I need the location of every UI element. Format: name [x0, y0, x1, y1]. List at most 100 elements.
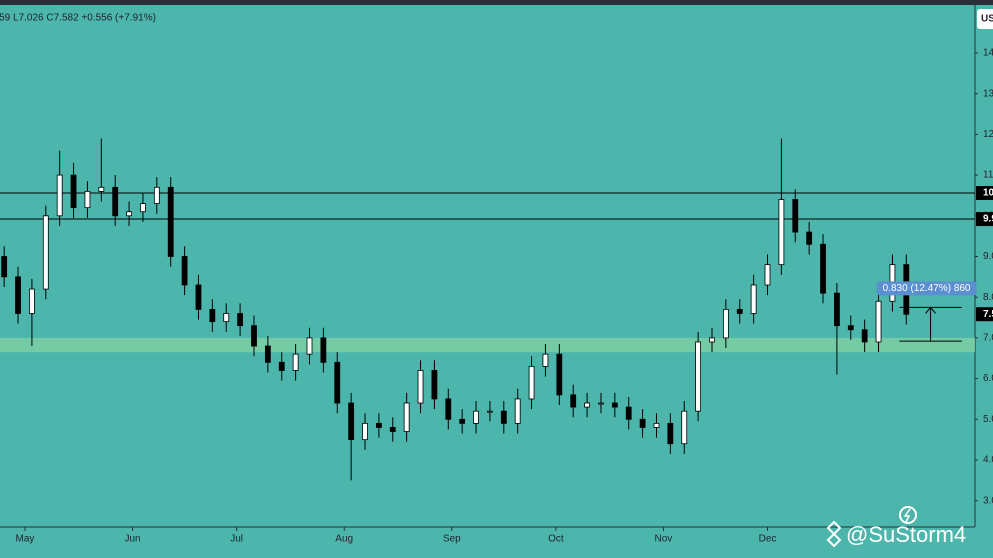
- candle-body: [778, 199, 785, 266]
- candle-body: [847, 325, 854, 331]
- candle-body: [861, 329, 868, 343]
- y-tick-label: 12.000: [983, 129, 993, 140]
- candle-body: [445, 398, 452, 420]
- y-tick-label: 9.000: [983, 251, 993, 262]
- ohlc-header: H7.759 L7.026 C7.582 +0.556 (+7.91%): [0, 13, 156, 24]
- candle-body: [639, 418, 646, 428]
- last-price-box: [976, 307, 993, 322]
- candle-body: [806, 231, 813, 245]
- candle-body: [653, 422, 660, 428]
- currency-button[interactable]: [977, 9, 993, 29]
- candle-body: [112, 186, 119, 217]
- candle-body: [362, 422, 368, 441]
- candle-body: [722, 309, 729, 339]
- watermark-logo: [826, 520, 842, 548]
- candle-body: [403, 402, 410, 432]
- x-tick-label: Dec: [759, 534, 777, 545]
- candle-body: [584, 402, 590, 408]
- y-tick-label: 6.000: [983, 373, 993, 384]
- candle-body: [473, 410, 479, 424]
- measure-arrow: [925, 306, 936, 342]
- measure-label: 0.830 (12.47%) 860: [883, 283, 971, 294]
- candle-body: [153, 186, 160, 204]
- candle-body: [875, 300, 882, 343]
- candle-body: [556, 353, 563, 396]
- price-label-box: [976, 212, 993, 227]
- candle-body: [736, 309, 743, 314]
- y-tick-label: 7.000: [983, 333, 993, 344]
- candle-body: [625, 406, 632, 420]
- candle-body: [750, 284, 757, 314]
- candle-body: [223, 313, 230, 323]
- x-tick-label: Sep: [443, 534, 461, 545]
- candle-body: [70, 174, 77, 209]
- candle-body: [500, 410, 507, 424]
- candle-body: [15, 276, 21, 314]
- price-label: 10.560: [983, 188, 993, 199]
- candle-body: [237, 313, 244, 327]
- candle-body: [764, 264, 771, 286]
- candle-body: [278, 361, 285, 371]
- candle-body: [140, 203, 146, 213]
- candle-body: [209, 309, 216, 323]
- candle-body: [56, 174, 63, 217]
- support-zone: [0, 337, 975, 353]
- candle-body: [306, 337, 313, 355]
- candle-body: [611, 402, 618, 408]
- candle-body: [389, 427, 396, 432]
- y-tick-label: 11.000: [983, 170, 993, 181]
- candle-body: [251, 325, 257, 347]
- candle-body: [264, 345, 271, 363]
- candle-body: [598, 402, 604, 405]
- candle-body: [528, 365, 535, 400]
- candle-body: [820, 243, 826, 294]
- candle-body: [126, 211, 132, 217]
- x-tick-label: Aug: [335, 534, 353, 545]
- candle-body: [195, 284, 202, 310]
- top-bar: [0, 0, 993, 5]
- price-label-box: [976, 186, 993, 201]
- candle-body: [695, 341, 702, 412]
- candle-body: [348, 402, 355, 441]
- candle-body: [459, 418, 466, 424]
- x-tick-label: Jul: [230, 534, 243, 545]
- x-tick-label: Oct: [548, 534, 564, 545]
- candle-body: [98, 186, 105, 192]
- y-tick-label: 8.000: [983, 292, 993, 303]
- candle-body: [542, 353, 549, 367]
- currency-label[interactable]: USD: [981, 14, 993, 25]
- watermark: @SuStorm4: [846, 522, 966, 547]
- y-tick-label: 3.000: [983, 495, 993, 506]
- candle-body: [181, 256, 188, 286]
- candle-body: [292, 353, 299, 371]
- candle-body: [417, 370, 424, 404]
- watermark-icon: [903, 508, 911, 523]
- candle-body: [42, 215, 49, 290]
- x-tick-label: May: [16, 534, 35, 545]
- y-tick-label: 13.000: [983, 88, 993, 99]
- candle-body: [431, 370, 438, 400]
- price-label: 9.920: [983, 214, 993, 225]
- y-tick-label: 4.000: [983, 455, 993, 466]
- y-tick-label: 5.000: [983, 414, 993, 425]
- candle-body: [1, 256, 8, 278]
- candle-body: [375, 422, 382, 428]
- candle-body: [709, 337, 715, 343]
- candle-body: [570, 394, 577, 408]
- candle-body: [334, 361, 341, 404]
- candle-body: [514, 398, 521, 424]
- candle-body: [681, 410, 688, 445]
- watermark-icon: [899, 506, 917, 524]
- candle-body: [29, 288, 35, 314]
- candle-body: [667, 422, 674, 445]
- last-price-label: 7.582: [983, 309, 993, 320]
- candle-body: [167, 186, 174, 257]
- candle-body: [320, 337, 327, 363]
- x-tick-label: Jun: [124, 534, 140, 545]
- y-tick-label: 14.000: [983, 48, 993, 59]
- candle-body: [84, 190, 91, 209]
- x-tick-label: Nov: [655, 534, 673, 545]
- candle-body: [792, 199, 799, 233]
